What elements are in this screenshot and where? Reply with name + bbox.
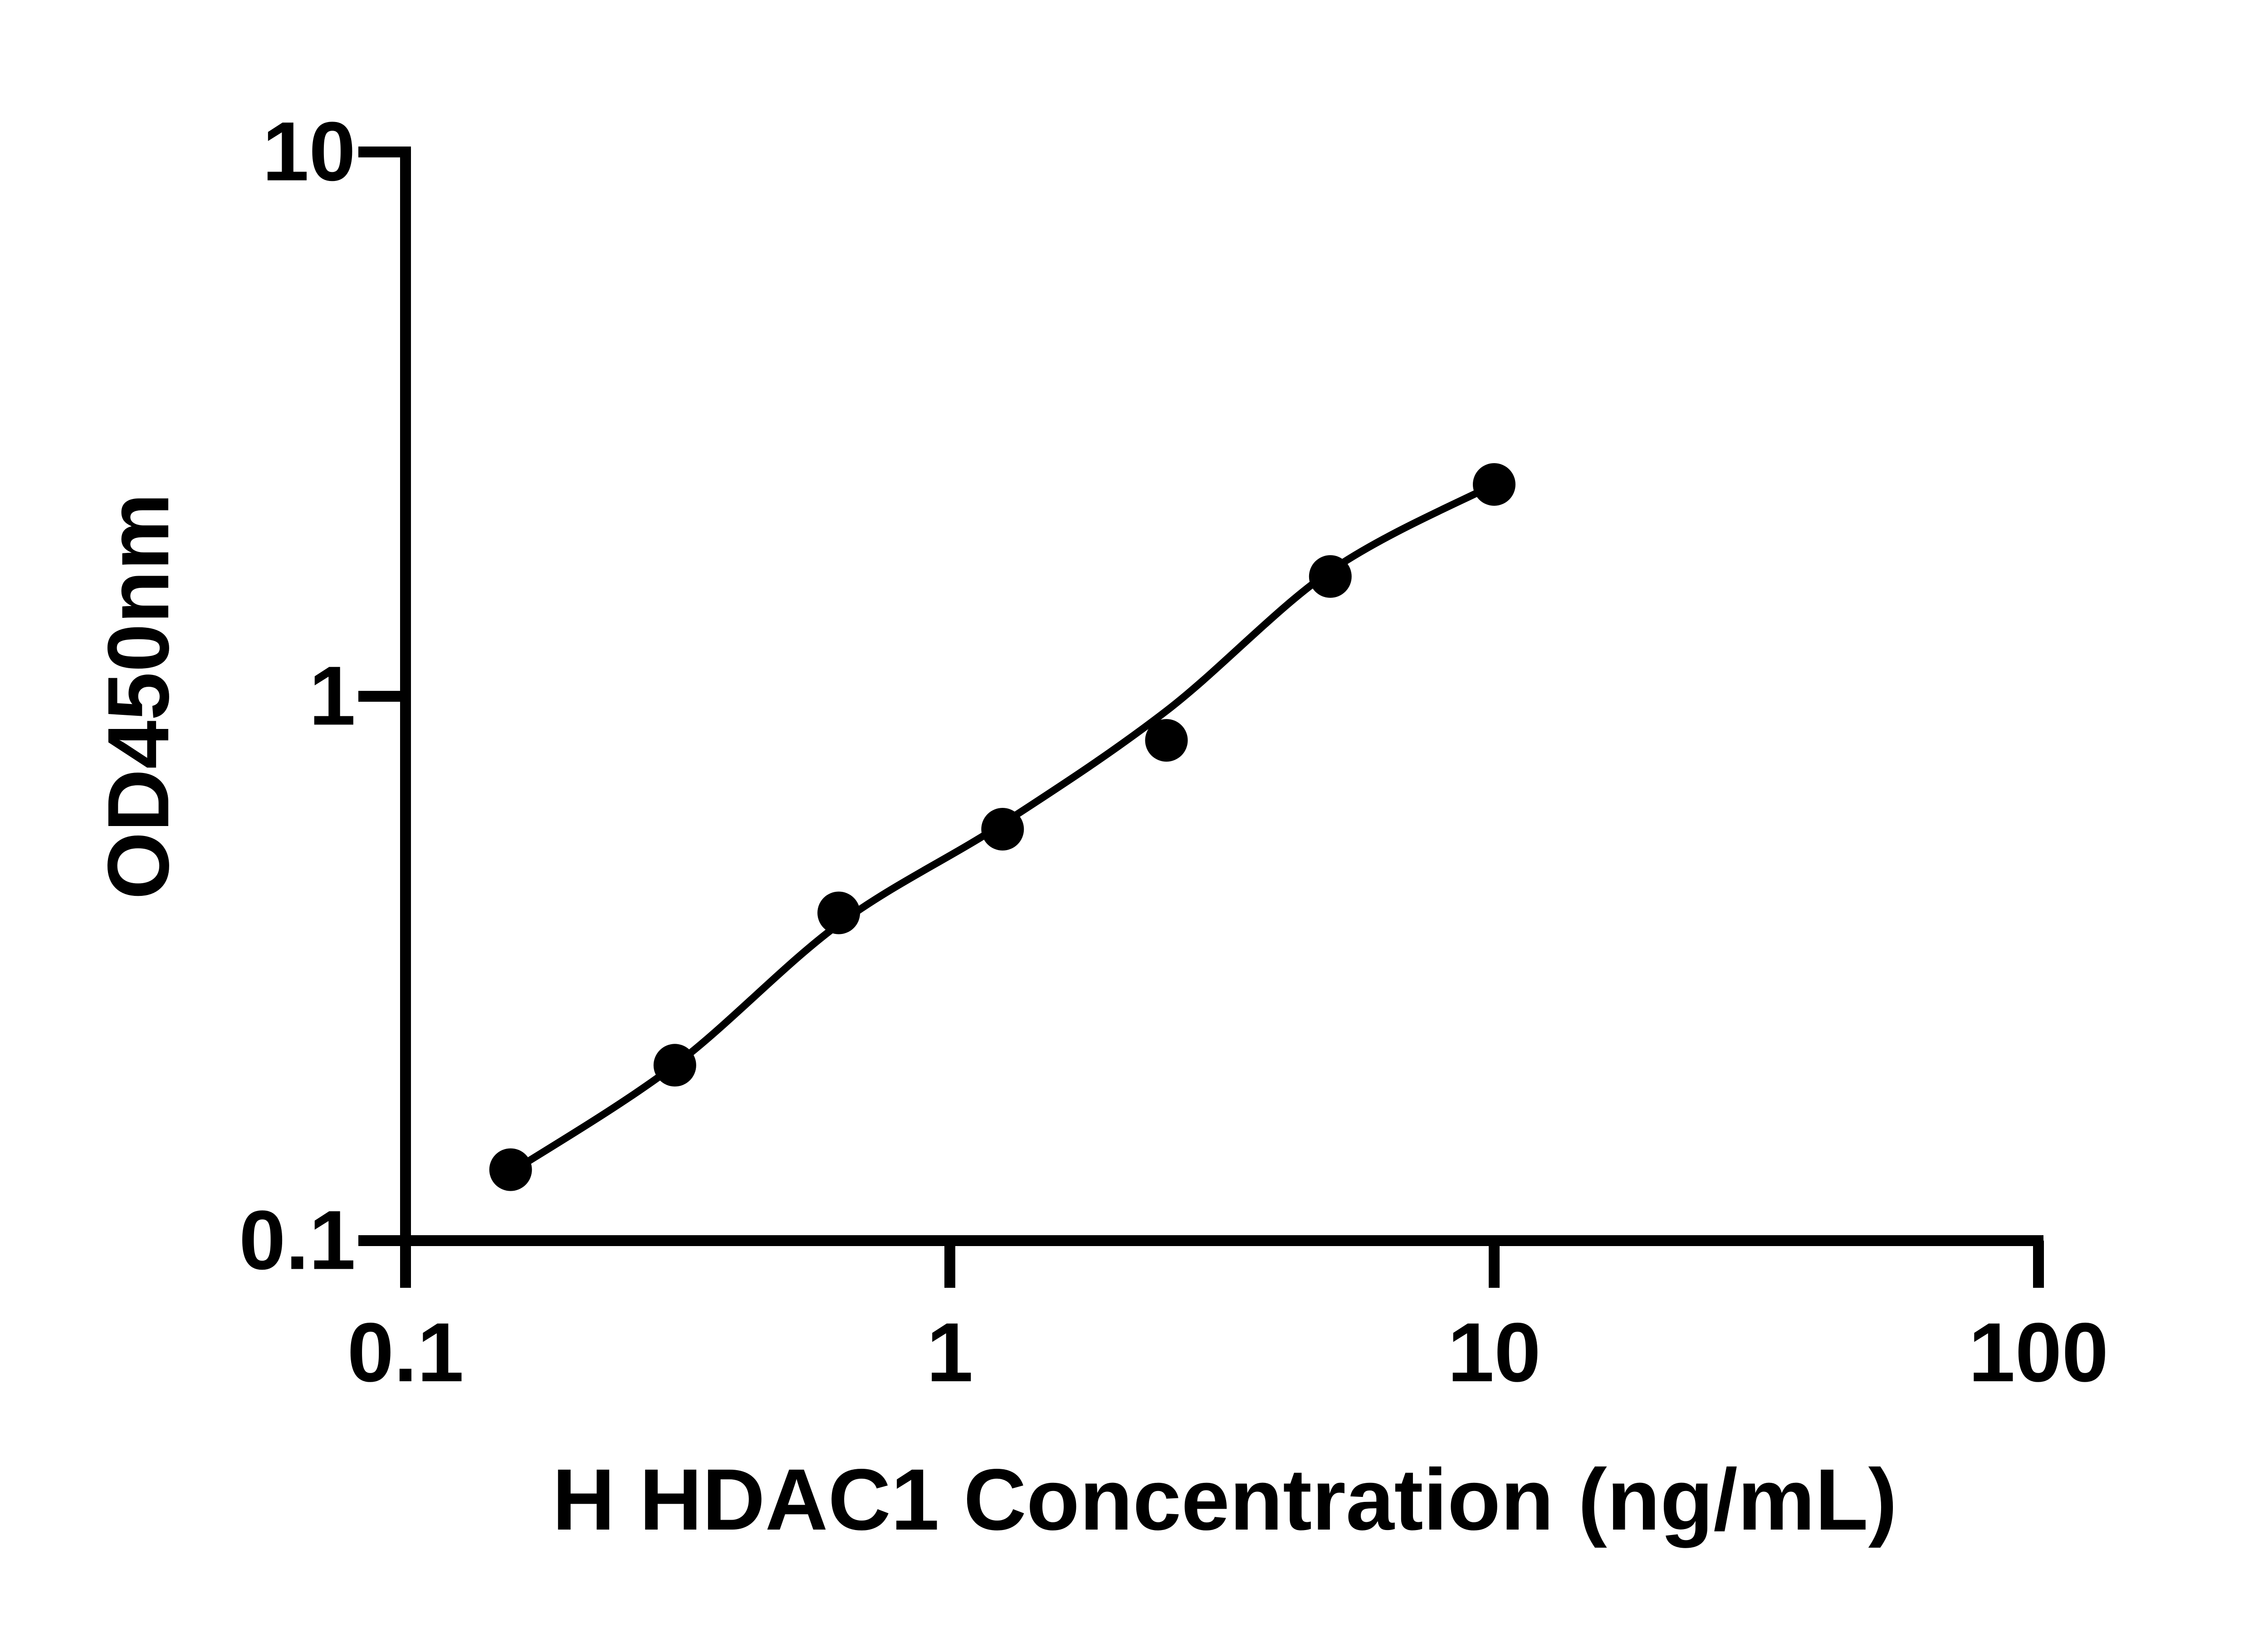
data-point-marker <box>817 891 860 934</box>
tick-marks <box>358 147 2044 1288</box>
y-axis-title: OD450nm <box>89 493 187 900</box>
x-tick-label-100: 100 <box>1968 1306 2109 1399</box>
y-tick-label-10: 10 <box>262 105 356 199</box>
data-point-marker <box>1309 555 1352 598</box>
x-axis-title: H HDAC1 Concentration (ng/mL) <box>552 1451 1897 1548</box>
data-points <box>489 463 1515 1191</box>
x-tick-label-10: 10 <box>1447 1306 1541 1399</box>
data-point-marker <box>1145 719 1188 762</box>
data-point-marker <box>653 1044 696 1087</box>
data-point-marker <box>1473 463 1515 506</box>
data-point-marker <box>981 808 1024 851</box>
x-tick-label-0.1: 0.1 <box>347 1306 464 1399</box>
data-point-marker <box>489 1148 532 1191</box>
y-tick-label-1: 1 <box>309 649 356 743</box>
y-tick-label-0.1: 0.1 <box>239 1193 356 1287</box>
x-tick-label-1: 1 <box>926 1306 973 1399</box>
